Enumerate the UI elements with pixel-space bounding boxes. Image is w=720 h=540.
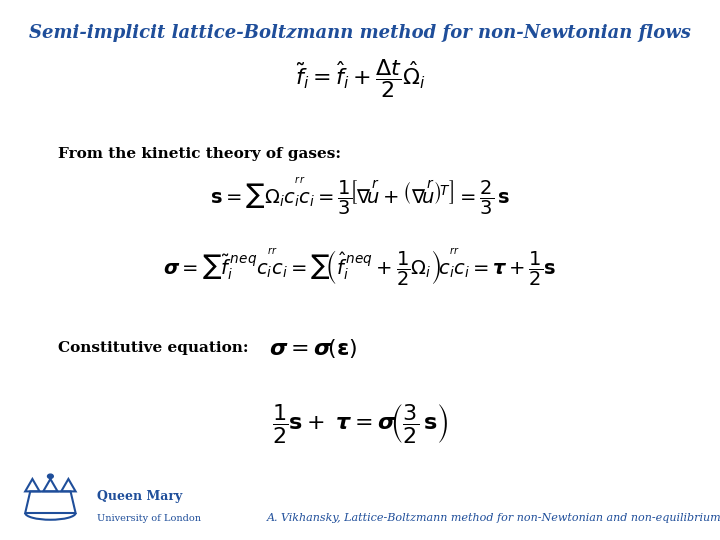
- Text: From the kinetic theory of gases:: From the kinetic theory of gases:: [58, 147, 341, 161]
- Circle shape: [48, 474, 53, 478]
- Text: $\boldsymbol{\sigma} = \sum \tilde{f}_i^{\,neq}\overset{{}^{r}{}^{r}}{c_i c_i} =: $\boldsymbol{\sigma} = \sum \tilde{f}_i^…: [163, 246, 557, 289]
- Text: A. Vikhansky, Lattice-Boltzmann method for non-Newtonian and non-equilibrium flo: A. Vikhansky, Lattice-Boltzmann method f…: [266, 514, 720, 523]
- Text: Constitutive equation:: Constitutive equation:: [58, 341, 248, 355]
- Text: Queen Mary: Queen Mary: [97, 490, 182, 503]
- Text: $\mathbf{s} = \sum \Omega_i \overset{{}^{r}{}^{r}}{c_i c_i} = \dfrac{1}{3}\!\lef: $\mathbf{s} = \sum \Omega_i \overset{{}^…: [210, 176, 510, 219]
- Text: $\boldsymbol{\sigma} = \boldsymbol{\sigma}\!\left(\boldsymbol{\varepsilon}\right: $\boldsymbol{\sigma} = \boldsymbol{\sigm…: [269, 337, 357, 360]
- Text: University of London: University of London: [97, 514, 201, 523]
- Text: $\dfrac{1}{2}\mathbf{s} +\; \boldsymbol{\tau} = \boldsymbol{\sigma}\!\left(\dfra: $\dfrac{1}{2}\mathbf{s} +\; \boldsymbol{…: [271, 402, 449, 446]
- Text: $\tilde{f}_i = \hat{f}_i + \dfrac{\Delta t}{2}\hat{\Omega}_i$: $\tilde{f}_i = \hat{f}_i + \dfrac{\Delta…: [294, 57, 426, 100]
- Text: Semi-implicit lattice-Boltzmann method for non-Newtonian flows: Semi-implicit lattice-Boltzmann method f…: [29, 24, 691, 42]
